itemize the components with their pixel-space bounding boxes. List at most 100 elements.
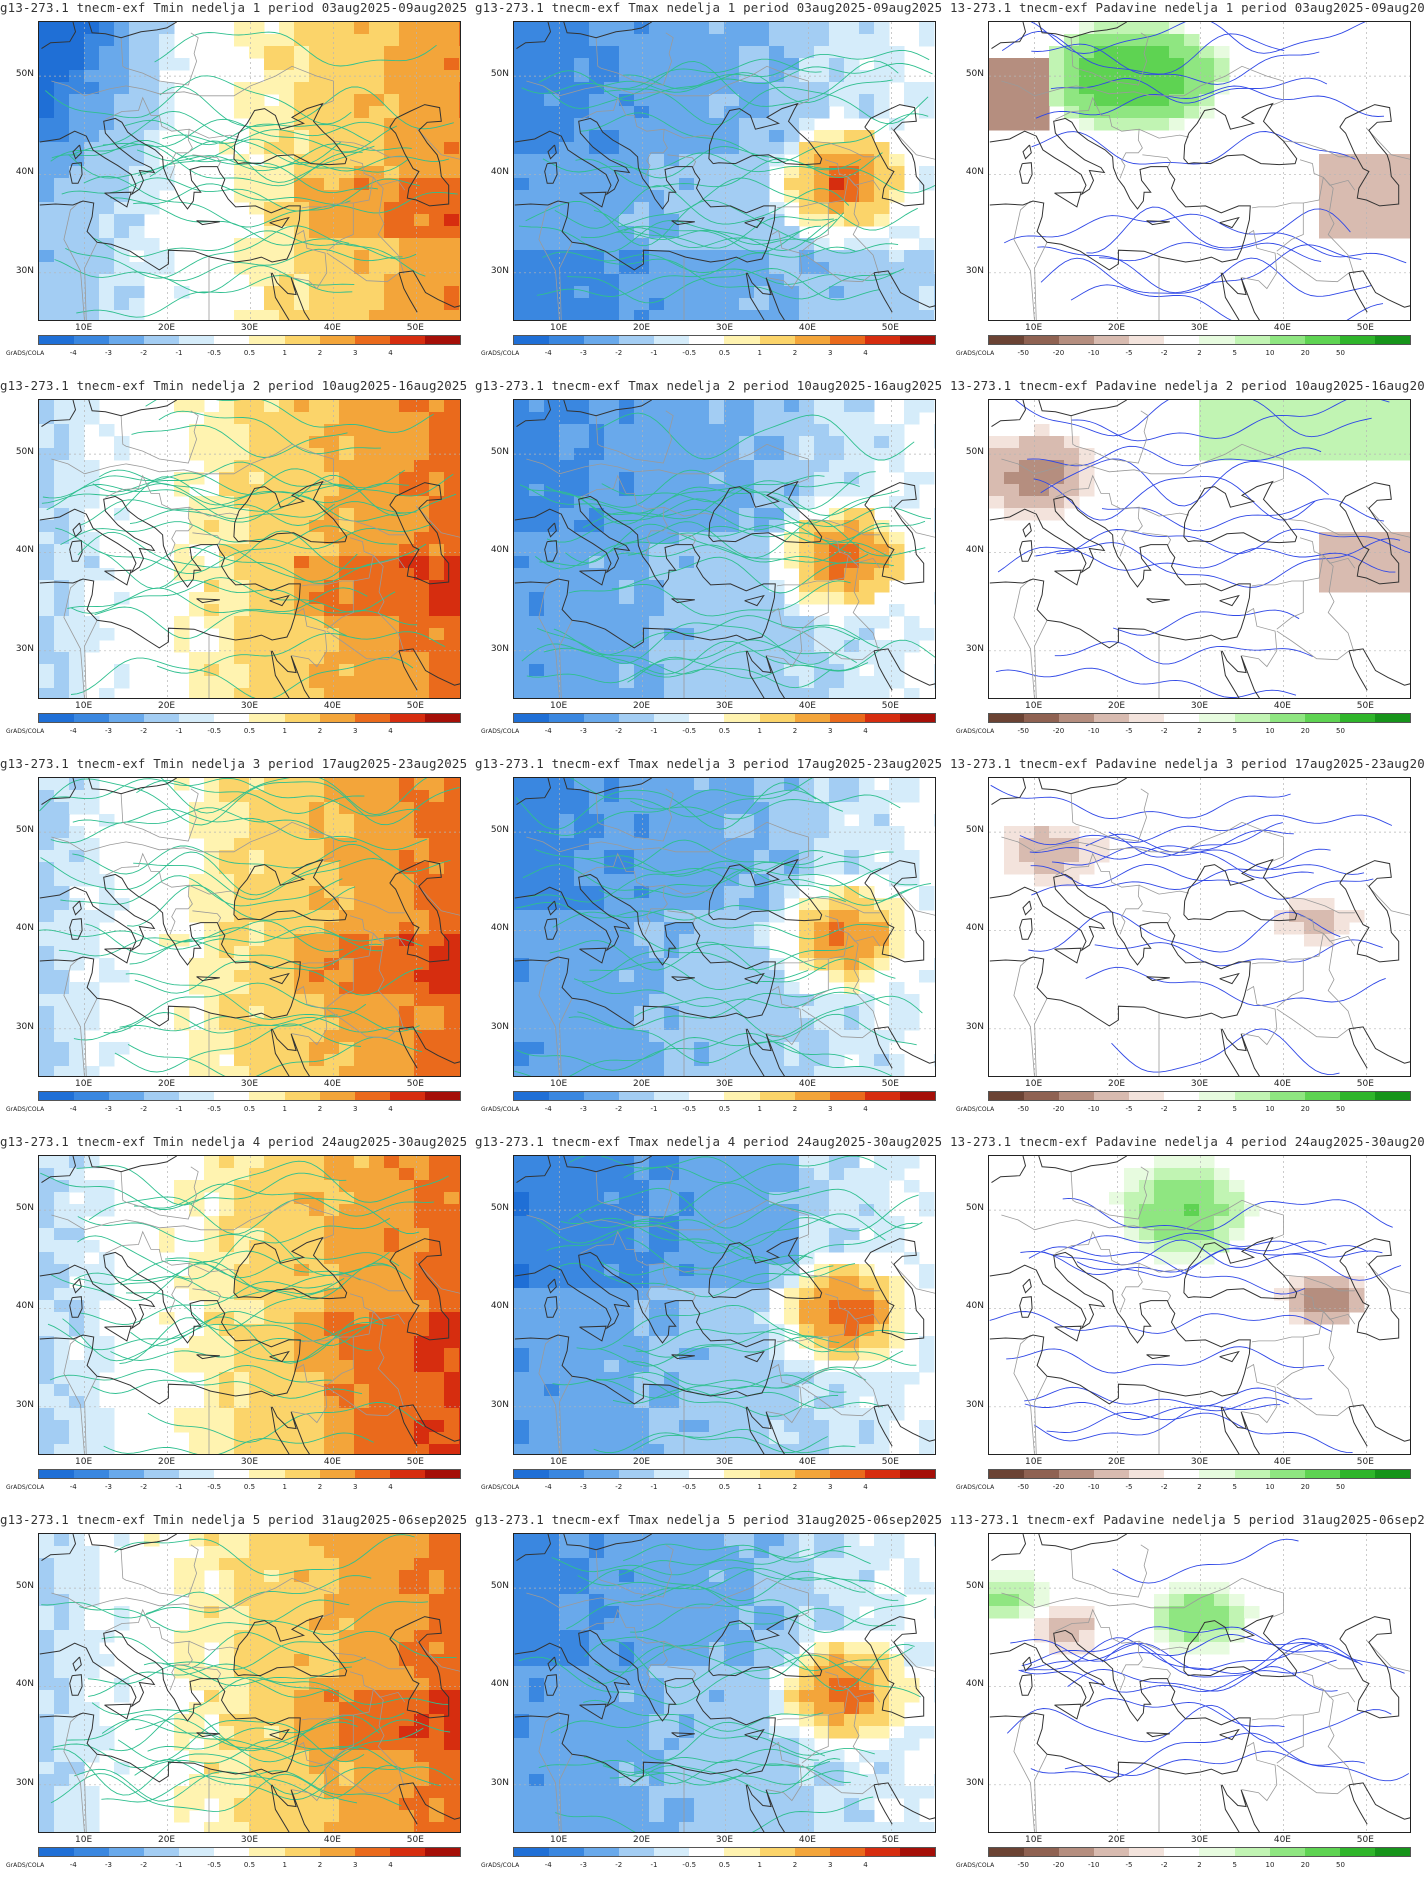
field-cell [354,1156,370,1169]
field-cell [829,154,845,167]
field-cell [709,250,725,263]
field-cell [874,190,890,203]
field-cell [369,1180,385,1193]
colorbar-swatch [424,336,460,344]
field-cell [649,424,665,437]
field-cell [889,652,905,665]
latitude-label: 50N [15,825,34,836]
field-cell [369,898,385,911]
field-cell [384,946,400,959]
field-cell [649,130,665,143]
field-cell [279,838,295,851]
field-cell [324,664,340,677]
field-cell [354,568,370,581]
field-cell [529,664,545,677]
field-cell [664,790,680,803]
field-cell [754,544,770,557]
field-cell [679,58,695,71]
field-cell [1304,910,1320,923]
field-cell [739,628,755,641]
field-cell [69,424,85,437]
field-cell [369,310,385,320]
isoline [110,183,351,205]
field-cell [234,1204,250,1217]
colorbar-tick-label: 2 [792,1105,798,1113]
field-cell [444,70,460,83]
field-cell [249,424,265,437]
field-cell [529,994,545,1007]
field-cell [429,982,445,995]
field-cell [444,802,460,815]
field-cell [679,982,695,995]
field-cell [574,616,590,629]
field-cell [799,994,815,1007]
isoline [514,1037,893,1076]
country-border [1013,578,1035,698]
field-cell [429,1030,445,1043]
field-cell [69,34,85,47]
field-cell [1214,436,1230,449]
field-cell [114,154,130,167]
field-cell [649,898,665,911]
field-cell [444,874,460,887]
panel-title: g13-273.1 tnecm-exf Tmin nedelja 3 perio… [0,756,468,771]
field-cell [69,544,85,557]
field-cell [709,274,725,287]
field-cell [799,142,815,155]
field-cell [234,436,250,449]
field-cell [739,934,755,947]
country-border [51,65,334,106]
field-cell [829,436,845,449]
field-cell [544,130,560,143]
field-cell [859,70,875,83]
field-cell [1409,214,1410,227]
country-border [1283,518,1355,536]
field-cell [279,58,295,71]
field-cell [724,58,740,71]
field-cell [324,544,340,557]
field-cell [709,82,725,95]
field-cell [1394,580,1410,593]
field-cell [54,910,70,923]
field-cell [859,166,875,179]
field-cell [634,190,650,203]
colorbar-swatch [1129,714,1165,722]
field-cell [39,226,55,239]
field-cell [859,790,875,803]
field-cell [1289,400,1305,413]
field-cell [84,412,100,425]
country-border [663,884,714,895]
field-cell [384,190,400,203]
field-cell [1019,448,1035,461]
field-cell [604,1042,620,1055]
field-cell [189,676,205,689]
field-cell [544,568,560,581]
isoline [53,778,421,817]
field-cell [799,592,815,605]
field-cell [664,640,680,653]
field-cell [384,1192,400,1205]
field-cell [294,46,310,59]
colorbar-swatch [1164,336,1200,344]
field-cell [399,910,415,923]
field-cell [589,640,605,653]
field-cell [889,424,905,437]
field-cell [459,1180,460,1193]
field-cell [574,604,590,617]
field-cell [219,790,235,803]
field-cell [904,790,920,803]
field-cell [829,130,845,143]
field-cell [784,130,800,143]
field-cell [664,310,680,320]
field-cell [574,580,590,593]
field-cell [844,286,860,299]
colorbar-tick-label: 3 [353,727,358,735]
field-cell [739,496,755,509]
field-cell [384,934,400,947]
field-cell [294,400,310,413]
field-cell [844,94,860,107]
field-cell [1154,118,1170,131]
field-cell [574,142,590,155]
field-cell [874,520,890,533]
field-cell [54,1018,70,1031]
